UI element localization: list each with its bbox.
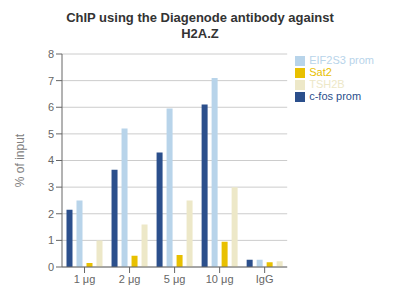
svg-text:0: 0	[48, 261, 54, 273]
svg-text:6: 6	[48, 101, 54, 113]
svg-text:1 μg: 1 μg	[74, 273, 96, 285]
html-text:c-fos prom: c-fos prom	[309, 90, 362, 103]
svg-text:2 μg: 2 μg	[119, 273, 141, 285]
html-text:TSH2B: TSH2B	[309, 78, 345, 91]
svg-text:2: 2	[48, 208, 54, 220]
svg-text:10 μg: 10 μg	[206, 273, 234, 285]
svg-text:IgG: IgG	[256, 273, 274, 285]
html-text:H2A.Z: H2A.Z	[181, 26, 219, 41]
svg-text:8: 8	[48, 48, 54, 60]
svg-text:% of input: % of input	[13, 133, 27, 187]
svg-text:3: 3	[48, 181, 54, 193]
svg-text:5: 5	[48, 128, 54, 140]
html-text:EIF2S3 prom: EIF2S3 prom	[309, 54, 374, 66]
html-text:ChIP using the Diagenode antib: ChIP using the Diagenode antibody agains…	[66, 10, 334, 25]
svg-text:1: 1	[48, 234, 54, 246]
html-text:Sat2: Sat2	[309, 66, 332, 79]
svg-text:7: 7	[48, 75, 54, 87]
svg-text:5 μg: 5 μg	[164, 273, 186, 285]
svg-text:4: 4	[48, 154, 54, 166]
